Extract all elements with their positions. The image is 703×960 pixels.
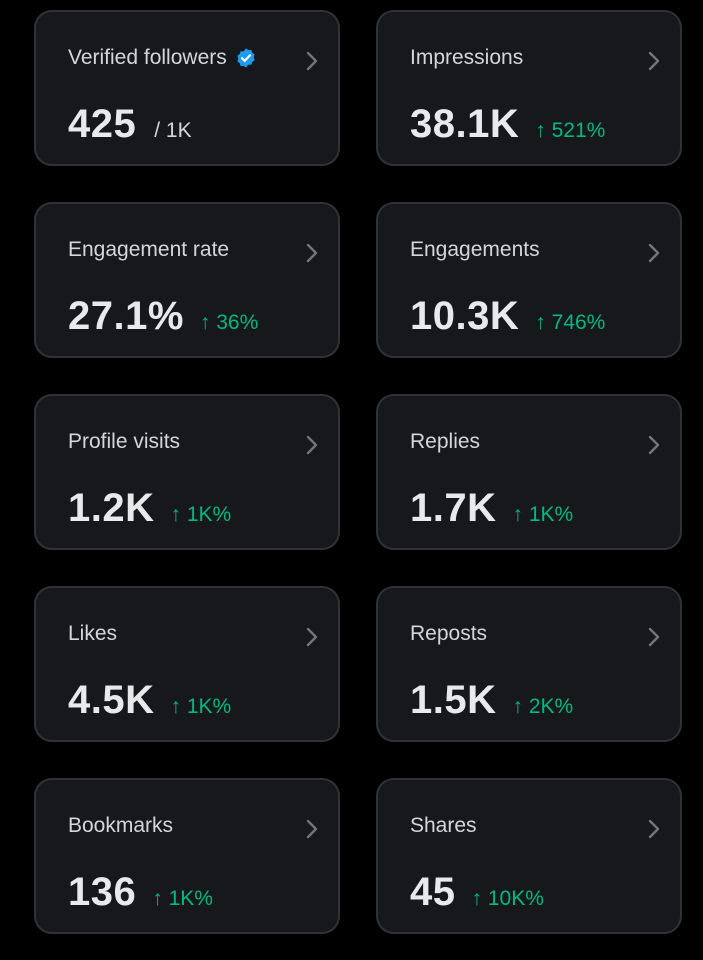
card-title: Engagements: [410, 238, 540, 261]
card-title: Reposts: [410, 622, 488, 645]
metric-change: ↑ 1K%: [152, 887, 213, 910]
chevron-right-icon: [306, 51, 318, 71]
chevron-right-icon: [306, 435, 318, 455]
value-row: 10.3K ↑ 746%: [410, 294, 605, 339]
card-title: Impressions: [410, 46, 524, 69]
card-title: Likes: [68, 622, 118, 645]
card-likes[interactable]: Likes 4.5K ↑ 1K%: [34, 586, 340, 742]
metric-value: 425: [68, 102, 137, 146]
verified-badge-icon: [237, 48, 255, 68]
value-row: 425 / 1K: [68, 102, 192, 147]
chevron-right-icon: [306, 819, 318, 839]
value-row: 1.2K ↑ 1K%: [68, 486, 231, 531]
metric-value: 10.3K: [410, 294, 520, 338]
value-row: 27.1% ↑ 36%: [68, 294, 258, 339]
metric-value: 1.7K: [410, 486, 497, 530]
card-reposts[interactable]: Reposts 1.5K ↑ 2K%: [376, 586, 682, 742]
metric-change: ↑ 10K%: [471, 887, 544, 910]
metric-change: ↑ 1K%: [170, 695, 232, 718]
card-title: Shares: [410, 814, 477, 837]
chevron-right-icon: [648, 627, 660, 647]
value-row: 1.5K ↑ 2K%: [410, 678, 573, 723]
card-title: Verified followers: [68, 46, 257, 70]
metric-value: 4.5K: [68, 678, 155, 722]
chevron-right-icon: [306, 627, 318, 647]
card-engagements[interactable]: Engagements 10.3K ↑ 746%: [376, 202, 682, 358]
metric-denominator: / 1K: [154, 119, 192, 142]
value-row: 38.1K ↑ 521%: [410, 102, 605, 147]
chevron-right-icon: [648, 51, 660, 71]
card-profile-visits[interactable]: Profile visits 1.2K ↑ 1K%: [34, 394, 340, 550]
value-row: 136 ↑ 1K%: [68, 870, 213, 915]
card-title: Replies: [410, 430, 481, 453]
card-engagement-rate[interactable]: Engagement rate 27.1% ↑ 36%: [34, 202, 340, 358]
metric-change: ↑ 746%: [535, 311, 606, 334]
chevron-right-icon: [306, 243, 318, 263]
chevron-right-icon: [648, 819, 660, 839]
value-row: 4.5K ↑ 1K%: [68, 678, 231, 723]
metric-change: ↑ 1K%: [170, 503, 232, 526]
metric-change: ↑ 1K%: [512, 503, 574, 526]
metric-change: ↑ 36%: [199, 311, 259, 334]
metric-change: ↑ 2K%: [512, 695, 574, 718]
chevron-right-icon: [648, 435, 660, 455]
metric-value: 1.2K: [68, 486, 155, 530]
metric-value: 136: [68, 870, 137, 914]
chevron-right-icon: [648, 243, 660, 263]
metric-value: 1.5K: [410, 678, 497, 722]
value-row: 1.7K ↑ 1K%: [410, 486, 573, 531]
card-verified-followers[interactable]: Verified followers 425 / 1K: [34, 10, 340, 166]
card-impressions[interactable]: Impressions 38.1K ↑ 521%: [376, 10, 682, 166]
card-title-label: Verified followers: [68, 46, 227, 69]
card-title: Bookmarks: [68, 814, 174, 837]
metric-value: 27.1%: [68, 294, 184, 338]
card-replies[interactable]: Replies 1.7K ↑ 1K%: [376, 394, 682, 550]
card-bookmarks[interactable]: Bookmarks 136 ↑ 1K%: [34, 778, 340, 934]
card-title: Engagement rate: [68, 238, 230, 261]
metric-value: 38.1K: [410, 102, 520, 146]
card-shares[interactable]: Shares 45 ↑ 10K%: [376, 778, 682, 934]
metric-change: ↑ 521%: [535, 119, 606, 142]
value-row: 45 ↑ 10K%: [410, 870, 544, 915]
metric-value: 45: [410, 870, 456, 914]
card-title: Profile visits: [68, 430, 181, 453]
